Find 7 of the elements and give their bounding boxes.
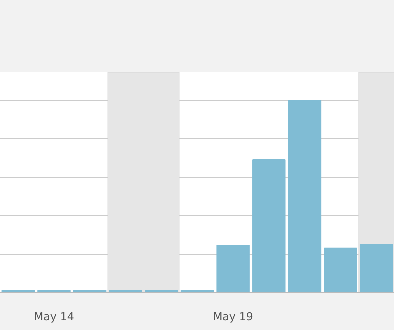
bar (288, 100, 322, 292)
x-tick-label: May 14 (34, 310, 74, 324)
x-tick-label: May 19 (213, 310, 254, 324)
bar (360, 244, 394, 292)
bar (252, 160, 286, 292)
bar (324, 248, 358, 292)
bar (216, 244, 250, 292)
